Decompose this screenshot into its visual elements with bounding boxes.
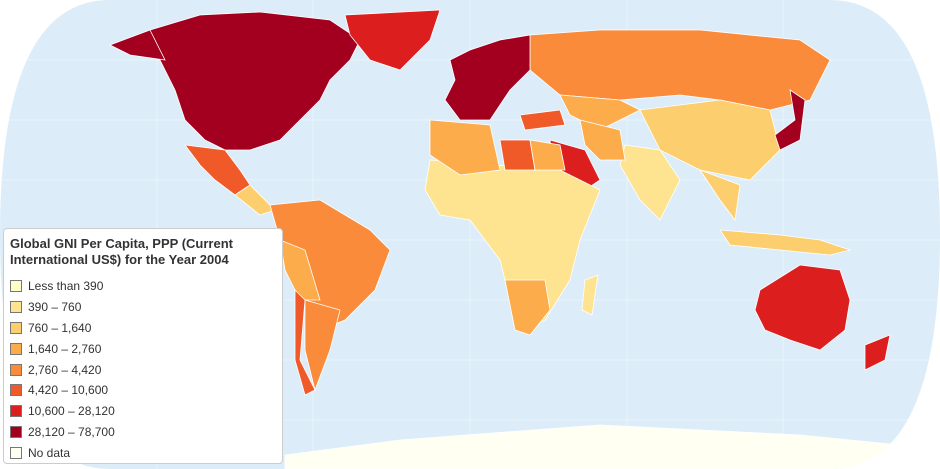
new-zealand: [864, 334, 891, 371]
japan: [774, 89, 806, 151]
legend-item: 28,120 – 78,700: [10, 422, 276, 443]
legend-swatch: [10, 342, 22, 355]
argentina: [304, 299, 341, 392]
antarctica: [284, 424, 921, 469]
legend-item: 760 – 1,640: [10, 318, 276, 339]
legend-label: 1,640 – 2,760: [28, 341, 102, 356]
legend-label: Less than 390: [28, 279, 104, 294]
iran: [579, 119, 626, 161]
legend-title: Global GNI Per Capita, PPP (Current Inte…: [10, 236, 233, 267]
chile: [294, 289, 316, 396]
legend-item: Less than 390: [10, 276, 276, 297]
legend-item: 390 – 760: [10, 297, 276, 318]
legend-label: 28,120 – 78,700: [28, 424, 115, 439]
legend-swatch: [10, 280, 22, 293]
legend-item: 4,420 – 10,600: [10, 380, 276, 401]
legend-swatch: [10, 446, 22, 459]
legend-swatch: [10, 301, 22, 314]
madagascar: [581, 274, 599, 316]
legend-label: 4,420 – 10,600: [28, 383, 109, 398]
alaska: [109, 29, 166, 61]
egypt: [529, 139, 566, 171]
legend-label: 760 – 1,640: [28, 320, 92, 335]
legend-label: 10,600 – 28,120: [28, 404, 115, 419]
china: [639, 99, 781, 181]
india: [619, 144, 681, 221]
southeast-asia: [698, 169, 741, 222]
legend-swatch: [10, 363, 22, 376]
europe: [444, 34, 531, 121]
central-asia: [559, 94, 641, 131]
legend-swatch: [10, 321, 22, 334]
legend-label: 2,760 – 4,420: [28, 362, 102, 377]
legend-swatch: [10, 405, 22, 418]
algeria: [429, 119, 501, 176]
southern-africa: [504, 279, 551, 336]
north-america: [149, 11, 361, 151]
legend-item: 1,640 – 2,760: [10, 338, 276, 359]
legend-item: No data: [10, 442, 276, 463]
legend: Global GNI Per Capita, PPP (Current Inte…: [3, 228, 283, 464]
andes: [279, 239, 321, 301]
australia: [754, 264, 851, 351]
legend-swatch: [10, 425, 22, 438]
legend-item: 2,760 – 4,420: [10, 359, 276, 380]
legend-label: 390 – 760: [28, 300, 82, 315]
greenland: [344, 9, 441, 71]
legend-label: No data: [28, 445, 71, 460]
turkey: [519, 109, 566, 131]
legend-item: 10,600 – 28,120: [10, 401, 276, 422]
indonesia: [719, 229, 852, 256]
libya: [499, 139, 536, 171]
legend-swatch: [10, 384, 22, 397]
